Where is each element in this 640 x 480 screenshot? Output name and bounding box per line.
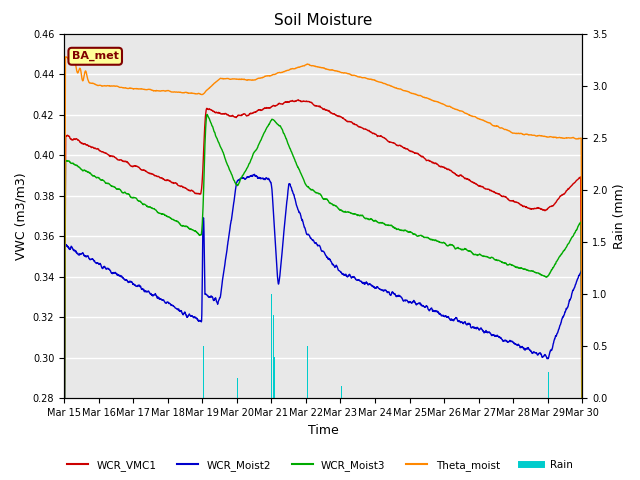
Text: BA_met: BA_met [72,51,118,61]
X-axis label: Time: Time [308,424,339,437]
Y-axis label: Rain (mm): Rain (mm) [613,183,626,249]
Legend: WCR_VMC1, WCR_Moist2, WCR_Moist3, Theta_moist, Rain: WCR_VMC1, WCR_Moist2, WCR_Moist3, Theta_… [63,456,577,475]
Y-axis label: VWC (m3/m3): VWC (m3/m3) [14,172,28,260]
Title: Soil Moisture: Soil Moisture [274,13,372,28]
